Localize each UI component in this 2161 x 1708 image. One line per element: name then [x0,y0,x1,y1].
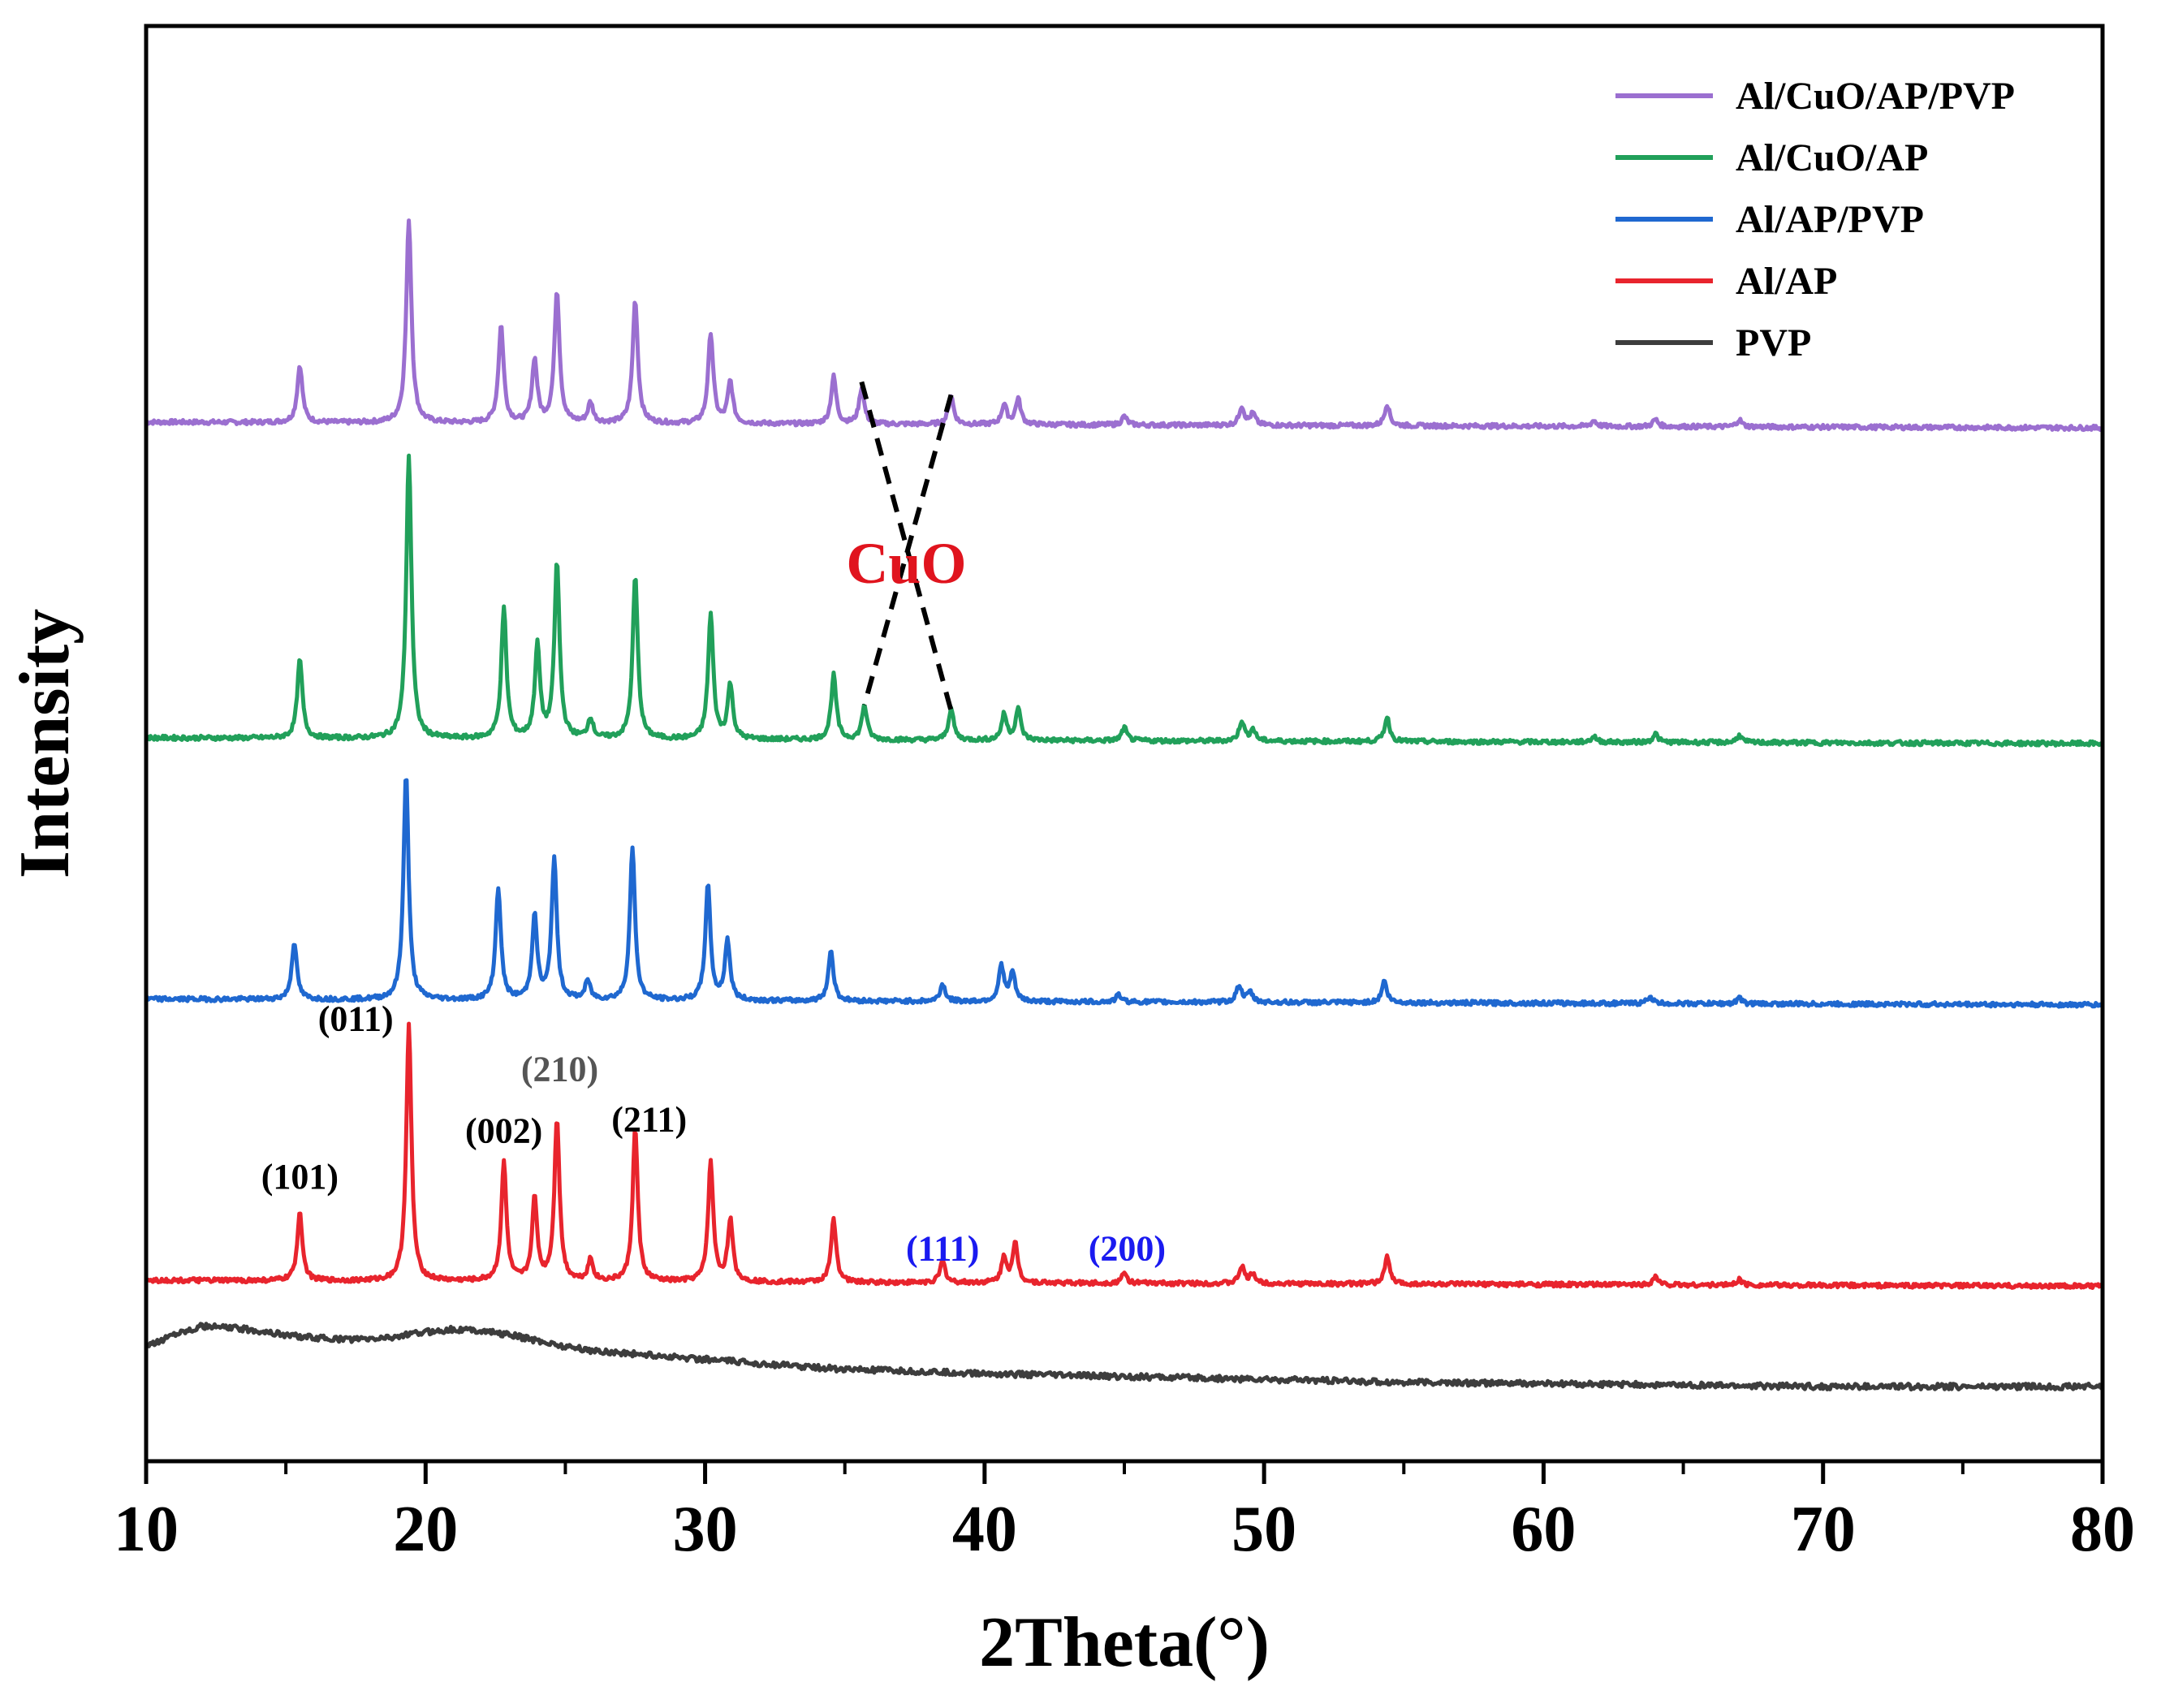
peak-annotation-211: (211) [611,1099,687,1139]
series-line-al-ap [146,1021,2103,1291]
legend: Al/CuO/AP/PVP Al/CuO/AP Al/AP/PVP Al/AP PVP [1615,75,2015,364]
x-tick-label: 20 [393,1494,458,1565]
x-axis-title: 2Theta(°) [979,1603,1270,1682]
legend-label-al-ap: Al/AP [1736,260,1837,303]
x-tick-label: 60 [1511,1494,1576,1565]
series-line-al-cuo-ap [146,453,2103,748]
peak-annotation-210: (210) [521,1049,598,1089]
peak-annotation-002: (002) [465,1111,542,1151]
legend-label-al-cuo-ap: Al/CuO/AP [1736,136,1928,179]
series-line-al-ap-pvp [146,778,2103,1009]
x-tick-label: 80 [2070,1494,2135,1565]
x-tick-label: 30 [673,1494,738,1565]
plot-layer: (101) (011) (002) (210) (211) (111) (200) CuO [146,218,2103,1392]
legend-label-al-cuo-ap-pvp: Al/CuO/AP/PVP [1736,75,2015,118]
peak-annotation-111: (111) [906,1228,979,1268]
legend-label-pvp: PVP [1736,321,1811,364]
x-tick-label: 10 [114,1494,179,1565]
x-axis: 10 20 30 40 50 60 70 80 [114,1461,2135,1565]
peak-annotation-200: (200) [1089,1228,1166,1268]
cuo-dashed-guide [861,394,954,706]
peak-annotation-101: (101) [261,1157,339,1197]
series-line-pvp [146,1322,2103,1392]
cuo-annotation: CuO [846,531,966,596]
y-axis-title: Intensity [6,609,84,879]
x-tick-label: 70 [1791,1494,1856,1565]
x-tick-label: 40 [952,1494,1017,1565]
x-tick-label: 50 [1231,1494,1296,1565]
peak-annotation-011: (011) [318,999,394,1039]
series-line-al-cuo-ap-pvp [146,218,2103,433]
legend-label-al-ap-pvp: Al/AP/PVP [1736,198,1924,241]
